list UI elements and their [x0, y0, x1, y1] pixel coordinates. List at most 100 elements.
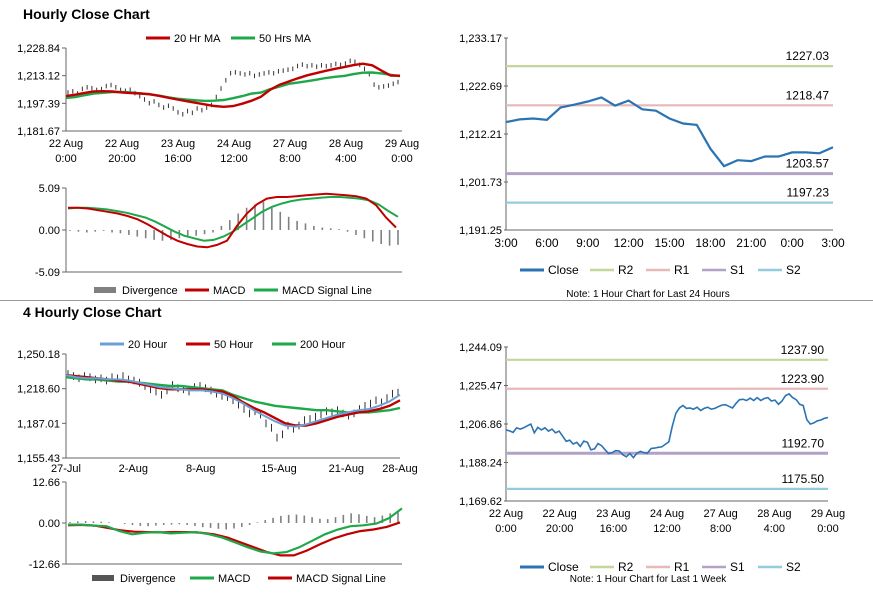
y-tick-label: 1,201.73: [459, 177, 502, 189]
y-tick-label: 1,222.69: [459, 81, 502, 93]
macd-line: [68, 507, 403, 555]
legend-swatch: [94, 287, 116, 293]
x-tick-label: 23 Aug: [596, 508, 630, 520]
y-tick-label: 1,228.84: [17, 43, 60, 55]
y-tick-label: 1,213.12: [17, 71, 60, 83]
level-label-s2: 1197.23: [787, 186, 830, 200]
x-tick-label: 20:00: [546, 523, 574, 535]
x-tick-label: 24 Aug: [217, 138, 251, 150]
x-tick-label: 27-Jul: [51, 463, 81, 475]
level-label-r1: 1218.47: [786, 88, 830, 102]
y-tick-label: -12.66: [29, 559, 60, 571]
level-label-r2: 1227.03: [786, 49, 830, 63]
macd-signal-line: [67, 521, 401, 557]
legend-label: Divergence: [122, 285, 178, 297]
x-tick-label: 28 Aug: [329, 138, 363, 150]
legend-label: Close: [548, 560, 579, 574]
y-tick-label: 1,206.86: [459, 419, 502, 431]
x-tick-label: 8:00: [279, 153, 300, 164]
y-tick-label: 1,169.62: [459, 496, 502, 508]
x-tick-label: 8:00: [710, 523, 731, 535]
level-label-s1: 1192.70: [782, 436, 825, 450]
legend-label: S1: [730, 263, 745, 277]
x-tick-label: 29 Aug: [385, 138, 419, 150]
x-tick-label: 21:00: [736, 236, 766, 250]
legend-label: MACD Signal Line: [296, 573, 386, 585]
x-tick-label: 0:00: [391, 153, 412, 164]
legend-swatch: [92, 575, 114, 581]
x-tick-label: 27 Aug: [704, 508, 738, 520]
x-tick-label: 4:00: [335, 153, 356, 164]
y-tick-label: 1,218.60: [17, 384, 60, 396]
x-tick-label: 20:00: [108, 153, 136, 164]
y-tick-label: 1,155.43: [17, 453, 60, 465]
x-tick-label: 0:00: [780, 236, 804, 250]
legend-label: MACD: [218, 573, 250, 585]
level-label-r1: 1223.90: [781, 372, 825, 386]
y-tick-label: 1,225.47: [459, 381, 502, 393]
y-tick-label: 1,181.67: [17, 126, 60, 138]
hourly-close-24h-chart: 1,233.17 1,222.69 1,212.21 1,201.73 1,191.25…: [459, 33, 845, 300]
hourly-section-title: Hourly Close Chart: [23, 6, 150, 22]
x-tick-label: 28-Aug: [382, 463, 417, 475]
y-tick-label: 1,187.01: [17, 418, 60, 430]
hourly-price-chart: 20 Hr MA 50 Hrs MA 1,228.84 1,213.12 1,197.3…: [17, 33, 419, 164]
y-tick-label: 1,250.18: [17, 349, 60, 361]
y-tick-label: 12.66: [32, 477, 60, 489]
close-line: [505, 96, 834, 168]
legend-label: 20 Hour: [128, 339, 167, 351]
x-tick-label: 15-Aug: [261, 463, 296, 475]
legend-label: 20 Hr MA: [174, 33, 221, 45]
legend-label: 50 Hour: [214, 339, 253, 351]
x-tick-label: 0:00: [55, 153, 76, 164]
four-hourly-price-chart: 20 Hour 50 Hour 200 Hour 1,250.18 1,218.60 1,…: [17, 339, 418, 475]
ma20-line: [65, 374, 401, 428]
legend-label: R1: [674, 560, 690, 574]
x-tick-label: 16:00: [164, 153, 192, 164]
x-tick-label: 12:00: [614, 236, 644, 250]
x-tick-label: 23 Aug: [161, 138, 195, 150]
legend-label: MACD: [213, 285, 245, 297]
legend-label: R2: [618, 263, 634, 277]
x-tick-label: 28 Aug: [757, 508, 791, 520]
legend-label: R1: [674, 263, 690, 277]
four-hourly-section-title: 4 Hourly Close Chart: [23, 304, 162, 320]
ma20-line: [65, 62, 401, 109]
x-tick-label: 0:00: [495, 523, 516, 535]
y-tick-label: 0.00: [39, 225, 60, 237]
y-tick-label: 1,233.17: [459, 33, 502, 45]
legend-label: Close: [548, 263, 579, 277]
y-tick-label: 5.09: [39, 183, 60, 195]
legend-label: 200 Hour: [300, 339, 346, 351]
chart-note: Note: 1 Hour Chart for Last 1 Week: [570, 574, 728, 585]
x-tick-label: 0:00: [817, 523, 838, 535]
close-line: [505, 392, 829, 459]
four-hourly-close-chart: 1,244.09 1,225.47 1,206.86 1,188.24 1,169.62…: [459, 342, 845, 585]
legend-label: R2: [618, 560, 634, 574]
y-tick-label: 1,212.21: [459, 129, 502, 141]
level-label-s2: 1175.50: [782, 472, 825, 486]
x-tick-label: 4:00: [764, 523, 785, 535]
x-tick-label: 22 Aug: [543, 508, 577, 520]
x-tick-label: 29 Aug: [811, 508, 845, 520]
level-label-s1: 1203.57: [786, 157, 830, 171]
x-tick-label: 27 Aug: [273, 138, 307, 150]
x-tick-label: 2-Aug: [119, 463, 148, 475]
legend-label: S2: [786, 560, 801, 574]
y-tick-label: -5.09: [35, 267, 60, 279]
x-tick-label: 3:00: [494, 236, 518, 250]
chart-note: Note: 1 Hour Chart for Last 24 Hours: [566, 289, 729, 300]
legend-label: MACD Signal Line: [282, 285, 372, 297]
y-tick-label: 1,197.39: [17, 98, 60, 110]
x-tick-label: 15:00: [654, 236, 684, 250]
x-tick-label: 8-Aug: [186, 463, 215, 475]
y-tick-label: 0.00: [39, 518, 60, 530]
four-hourly-macd-chart: 12.66 0.00 -12.66 Divergence MACD MACD Signal…: [29, 477, 403, 585]
x-tick-label: 12:00: [653, 523, 681, 535]
x-tick-label: 22 Aug: [49, 138, 83, 150]
macd-signal-line: [67, 196, 399, 242]
x-tick-label: 24 Aug: [650, 508, 684, 520]
hourly-macd-chart: 5.09 0.00 -5.09 Divergence MACD MACD Signal L…: [35, 183, 402, 297]
x-tick-label: 22 Aug: [489, 508, 523, 520]
legend-label: S1: [730, 560, 745, 574]
